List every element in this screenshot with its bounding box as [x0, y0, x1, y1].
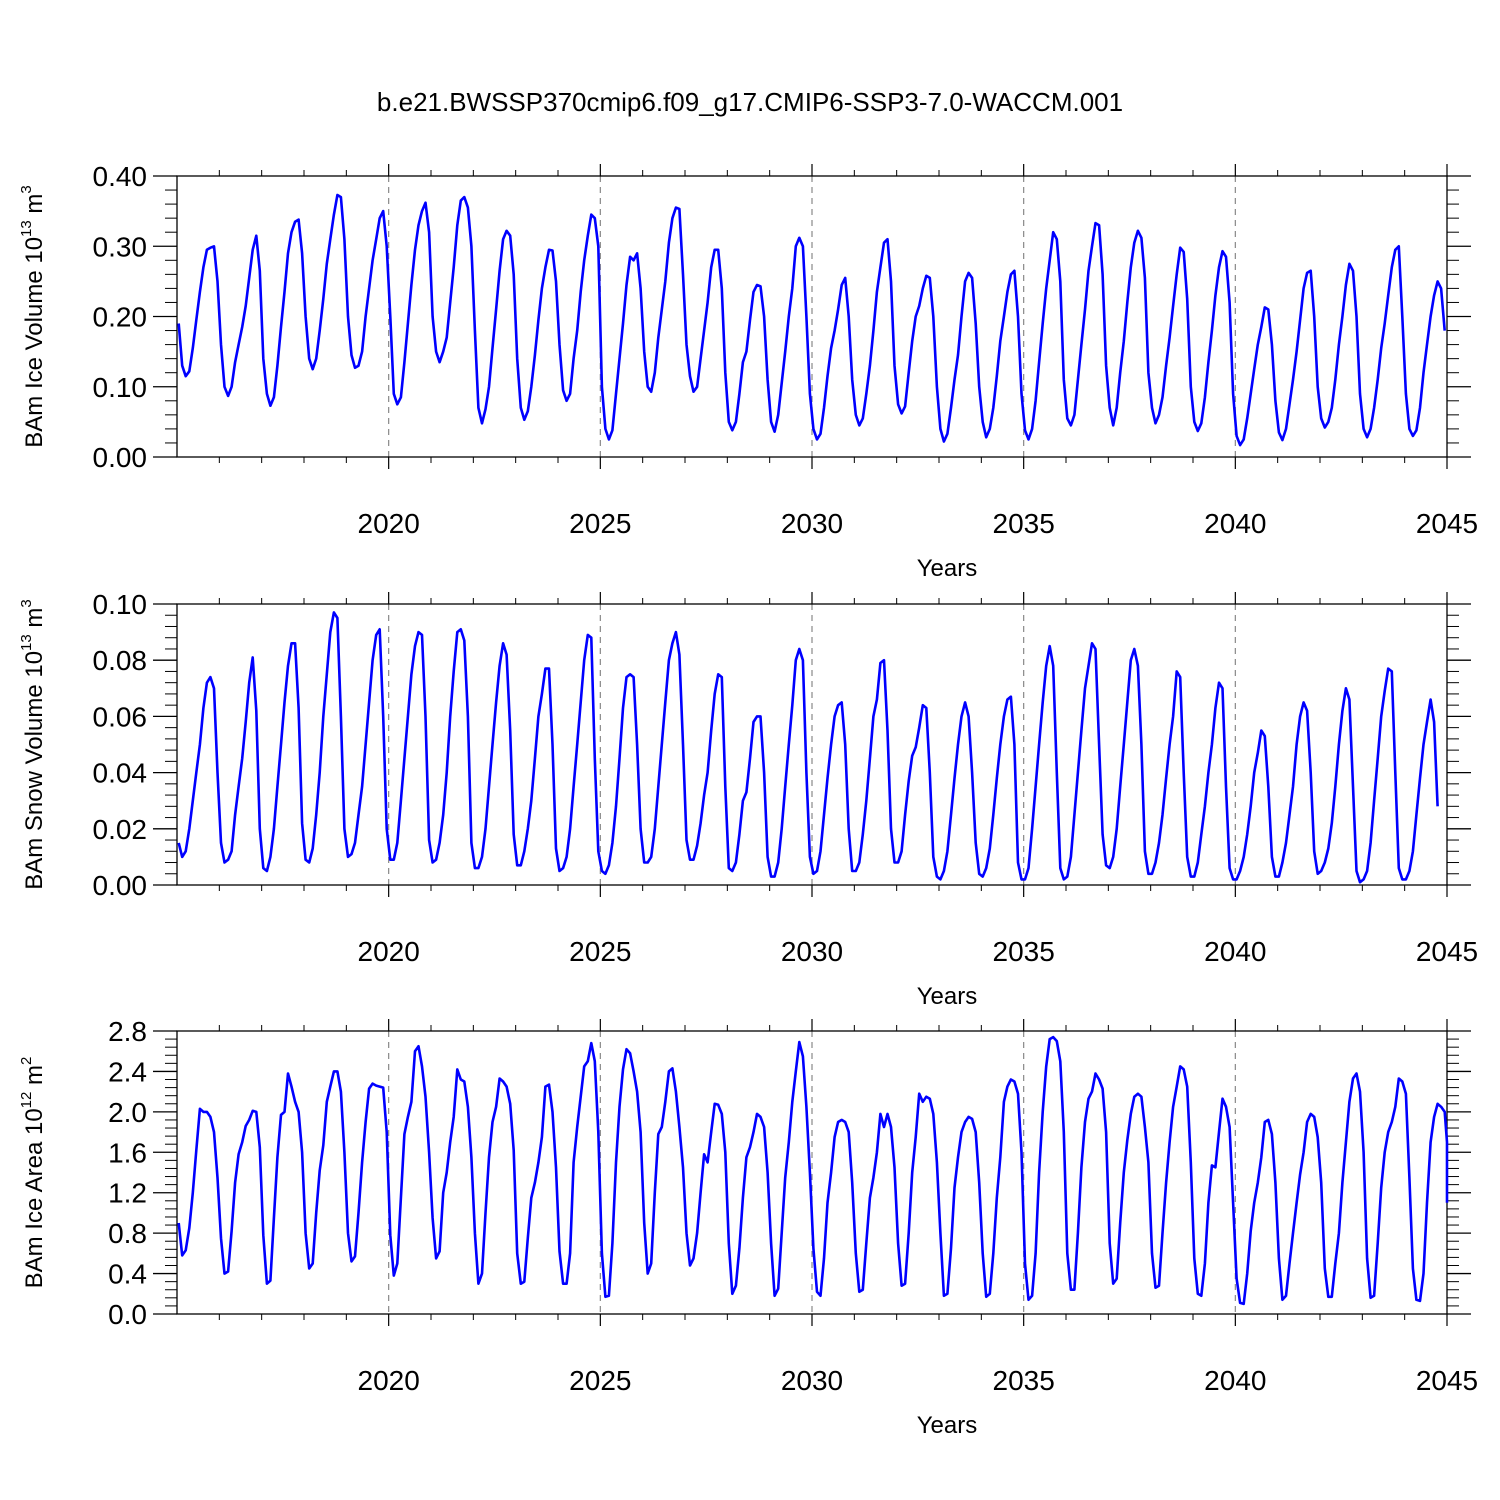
- x-tick-label: 2020: [358, 508, 420, 539]
- y-tick-label: 0.00: [93, 442, 148, 473]
- chart-panel-1: 0.00 0.10 0.20 0.30 0.40 2020 2025 2030 2035 2040…: [18, 161, 1478, 582]
- y-tick-label: 0.04: [93, 758, 148, 789]
- y-axis-label-exponent: 13: [18, 220, 35, 237]
- y-tick-label: 0.20: [93, 302, 148, 333]
- x-tick-label: 2020: [358, 936, 420, 967]
- x-axis-label: Years: [917, 555, 978, 582]
- y-axis-label: BAm Snow Volume 1013 m3: [18, 599, 48, 890]
- y-axis-label-text: BAm Ice Area 10: [21, 1108, 48, 1288]
- plot-frame: [176, 603, 1448, 886]
- x-tick-label: 2035: [993, 936, 1055, 967]
- y-tick-label: 2.8: [108, 1016, 147, 1047]
- y-tick-label: 2.4: [108, 1056, 147, 1087]
- x-tick-label: 2025: [569, 508, 631, 539]
- x-axis-label: Years: [917, 983, 978, 1010]
- y-axis-label-unit-exponent: 2: [18, 1057, 35, 1065]
- y-axis-label-text: BAm Ice Volume 10: [21, 237, 48, 448]
- y-tick-label: 0.8: [108, 1218, 147, 1249]
- y-axis-label-unit: m: [21, 608, 48, 635]
- y-tick-label: 0.06: [93, 701, 148, 732]
- x-tick-label: 2045: [1416, 1365, 1478, 1396]
- x-tick-label: 2025: [569, 1365, 631, 1396]
- x-tick-label: 2045: [1416, 936, 1478, 967]
- y-tick-label: 0.4: [108, 1259, 147, 1290]
- x-tick-label: 2025: [569, 936, 631, 967]
- x-tick-label: 2020: [358, 1365, 420, 1396]
- y-tick-label: 0.10: [93, 589, 148, 620]
- y-axis-label-unit-exponent: 3: [18, 185, 35, 193]
- x-tick-label: 2030: [781, 936, 843, 967]
- x-tick-label: 2040: [1204, 508, 1266, 539]
- y-axis-label-unit-exponent: 3: [18, 599, 35, 607]
- y-tick-label: 0.00: [93, 870, 148, 901]
- series-line: [177, 193, 1446, 447]
- plot-frame: [176, 1030, 1448, 1315]
- y-tick-label: 0.40: [93, 161, 148, 192]
- series-line: [177, 1035, 1449, 1306]
- x-tick-label: 2035: [993, 508, 1055, 539]
- y-axis-label-unit: m: [21, 194, 48, 221]
- y-tick-label: 2.0: [108, 1097, 147, 1128]
- series-line: [177, 611, 1439, 884]
- chart-title: b.e21.BWSSP370cmip6.f09_g17.CMIP6-SSP3-7…: [377, 87, 1123, 117]
- y-axis-label-text: BAm Snow Volume 10: [21, 651, 48, 890]
- y-axis-label-unit: m: [21, 1065, 48, 1092]
- x-tick-label: 2040: [1204, 1365, 1266, 1396]
- x-tick-label: 2030: [781, 508, 843, 539]
- x-tick-label: 2035: [993, 1365, 1055, 1396]
- x-tick-label: 2030: [781, 1365, 843, 1396]
- chart-panel-3: 0.0 0.4 0.8 1.2 1.6 2.0 2.4 2.8 2020 2025 2030 2035…: [18, 1016, 1478, 1439]
- y-tick-label: 0.0: [108, 1299, 147, 1330]
- y-axis-label: BAm Ice Volume 1013 m3: [18, 185, 48, 447]
- y-tick-label: 0.02: [93, 814, 148, 845]
- y-tick-label: 0.30: [93, 231, 148, 262]
- y-axis-label: BAm Ice Area 1012 m2: [18, 1057, 48, 1289]
- x-tick-label: 2040: [1204, 936, 1266, 967]
- y-axis-label-exponent: 12: [18, 1092, 35, 1109]
- y-tick-label: 0.08: [93, 645, 148, 676]
- y-tick-label: 1.6: [108, 1137, 147, 1168]
- chart-panel-2: 0.00 0.02 0.04 0.06 0.08 0.10 2020 2025 2030 2035…: [18, 589, 1478, 1010]
- y-axis-label-exponent: 13: [18, 634, 35, 651]
- x-tick-label: 2045: [1416, 508, 1478, 539]
- y-tick-label: 1.2: [108, 1178, 147, 1209]
- x-axis-label: Years: [917, 1412, 978, 1439]
- y-tick-label: 0.10: [93, 372, 148, 403]
